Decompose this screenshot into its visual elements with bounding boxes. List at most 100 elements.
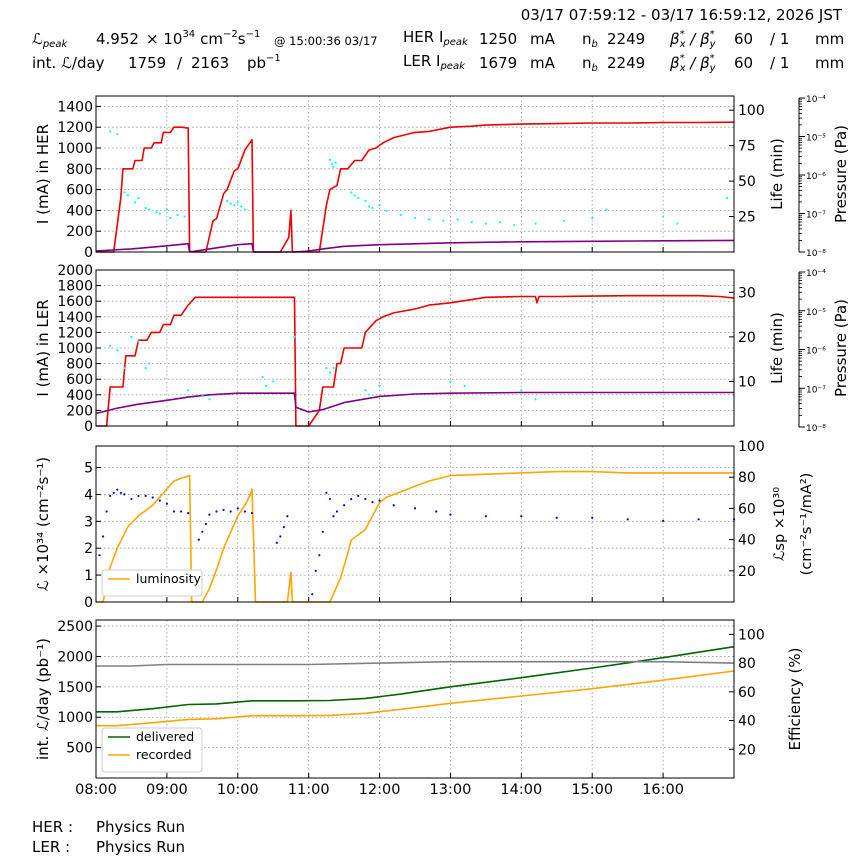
legend-box — [101, 727, 203, 773]
lifetime-point — [399, 214, 402, 217]
her-current-panel: 0 200 400 600 800 1000 1200 1400 25 50 75 100 I (mA)… — [34, 95, 850, 261]
legend: luminosity — [101, 569, 203, 597]
x-tick-label: 12:00 — [359, 782, 401, 798]
lifetime-point — [183, 215, 186, 218]
her-ipeak-unit: mA — [530, 30, 556, 48]
pressure-tick-label: 10⁻⁶ — [806, 347, 826, 357]
y2-axis-label: Life (min) — [768, 138, 786, 210]
lifetime-point — [353, 194, 356, 197]
pressure-tick-label: 10⁻⁸ — [806, 424, 826, 434]
lpeak-value: 4.952 — [96, 30, 139, 48]
plot-frame — [95, 619, 735, 779]
y-tick-label: 1400 — [57, 310, 93, 326]
specific-point — [286, 515, 289, 518]
lifetime-point — [201, 393, 204, 396]
y-tick-label: 1600 — [57, 294, 93, 310]
lifetime-point — [662, 215, 665, 218]
specific-point — [364, 497, 367, 501]
lifetime-point — [513, 223, 516, 227]
integrated-luminosity-panel: 500 1000 1500 2000 2500 20 40 60 80 100 int. ℒ/day… — [34, 619, 804, 798]
y-tick-label: 200 — [66, 403, 93, 419]
specific-point — [201, 530, 204, 533]
grid — [96, 270, 734, 426]
lpeak-label: ℒpeak — [32, 30, 68, 50]
efficiency-line — [96, 660, 735, 667]
x-tick-label: 10:00 — [217, 782, 259, 798]
int-lum-recorded: 2163 — [191, 54, 229, 72]
ler-beta-unit: mm — [815, 54, 844, 72]
y2-axis-label: Life (min) — [768, 312, 786, 384]
specific-point — [123, 493, 126, 496]
ler-nb-label: nb — [582, 54, 598, 74]
specific-point — [204, 522, 207, 526]
pressure-tick-label: 10⁻⁵ — [806, 308, 826, 318]
lpeak-unit: × 1034 cm−2s−1 — [146, 29, 260, 48]
specific-point — [484, 515, 487, 518]
pressure-line — [95, 391, 734, 415]
y2-tick-label: 75 — [738, 139, 756, 155]
y-tick-label: 800 — [66, 162, 93, 178]
y-tick-label: 4 — [84, 487, 93, 503]
lifetime-point — [126, 194, 129, 197]
y-tick-label: 0 — [84, 595, 93, 611]
specific-point — [378, 499, 381, 502]
specific-point — [321, 530, 324, 533]
specific-point — [591, 516, 594, 519]
lifetime-point — [463, 384, 466, 387]
her-ipeak-value: 1250 — [479, 30, 517, 48]
lifetime-point — [169, 216, 172, 220]
plot-frame — [95, 95, 735, 253]
specific-point — [229, 510, 232, 513]
pressure-tick-label: 10⁻⁵ — [806, 134, 826, 144]
lifetime-point — [725, 197, 729, 200]
int-lum-label: int. ℒ/day — [32, 54, 105, 72]
lifetime-point — [158, 212, 161, 215]
her-beta-label: β* x / β* y — [669, 29, 717, 50]
specific-point — [130, 497, 133, 501]
lifetime-point — [116, 349, 119, 352]
luminosity-panel: 0 1 2 3 4 5 20 40 60 80 100 ℒ ×10³⁴ (cm⁻²s⁻¹) ℒsp ×1… — [34, 439, 815, 611]
lifetime-point — [265, 384, 268, 387]
y2-tick-label: 80 — [738, 656, 756, 672]
y-tick-label: 2 — [84, 541, 93, 557]
specific-point — [179, 510, 183, 513]
pressure-tick-label: 10⁻⁷ — [806, 385, 826, 395]
y-tick-label: 2000 — [57, 263, 93, 279]
specific-point — [371, 501, 374, 504]
lifetime-point — [520, 389, 523, 392]
specific-point — [236, 507, 239, 510]
plot-frame — [95, 269, 735, 427]
y-tick-label: 200 — [66, 224, 93, 240]
specific-point — [243, 510, 246, 513]
specific-point — [279, 535, 282, 538]
specific-point — [392, 504, 395, 507]
lifetime-point — [332, 165, 335, 169]
recorded-line — [96, 670, 735, 727]
x-tick-label: 13:00 — [430, 782, 472, 798]
y2-tick-label: 40 — [738, 714, 756, 730]
lifetime-point — [534, 222, 537, 225]
ler-beta-value: 60 — [734, 54, 753, 72]
lifetime-point — [165, 208, 168, 211]
x-tick-label: 14:00 — [500, 782, 542, 798]
specific-point — [158, 499, 161, 502]
specific-point — [172, 510, 176, 513]
specific-point — [350, 497, 353, 501]
lifetime-point — [484, 222, 487, 225]
specific-point — [520, 515, 523, 518]
lifetime-point — [272, 380, 275, 383]
specific-point — [328, 497, 332, 501]
specific-point — [413, 507, 417, 510]
specific-point — [144, 494, 147, 498]
y2-tick-label: 40 — [738, 533, 756, 549]
y-tick-label: 1000 — [57, 710, 93, 726]
y2-tick-label: 60 — [738, 685, 756, 701]
y2-tick-label: 10 — [738, 374, 756, 390]
specific-point — [208, 513, 211, 516]
lifetime-scatter — [109, 130, 729, 227]
y2-tick-label: 80 — [738, 470, 756, 486]
lifetime-point — [328, 158, 332, 161]
lifetime-point — [562, 219, 565, 222]
y-tick-label: 1500 — [57, 680, 93, 696]
specific-point — [151, 496, 154, 499]
